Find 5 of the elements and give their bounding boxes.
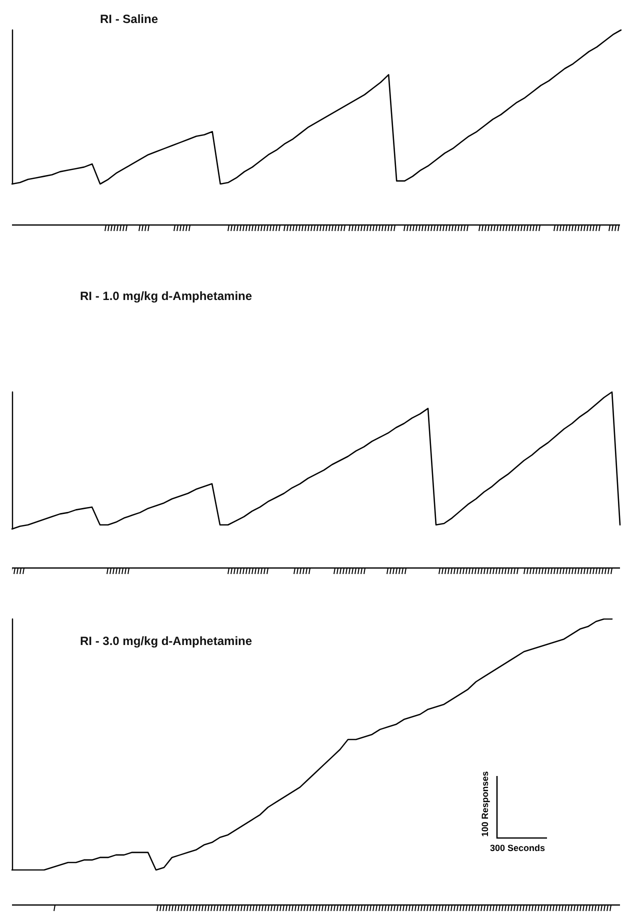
text: RI - 3.0 mg/kg d-Amphetamine (80, 634, 252, 648)
chart-title: RI - 1.0 mg/kg d-Amphetamine (80, 289, 252, 303)
annotation: 300 Seconds (490, 843, 546, 853)
chart-title: RI - Saline (100, 12, 158, 26)
annotation: 100 Responses (480, 771, 490, 837)
